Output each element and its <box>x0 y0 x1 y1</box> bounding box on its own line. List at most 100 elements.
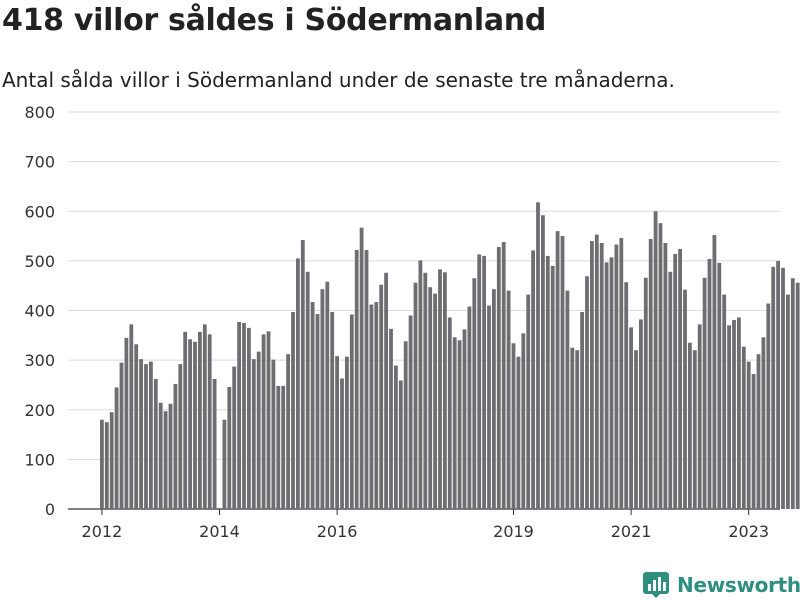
y-tick-label: 500 <box>24 252 55 271</box>
bar <box>139 359 143 509</box>
bar <box>163 411 168 509</box>
bar <box>286 354 290 509</box>
bar <box>104 422 109 509</box>
y-tick-label: 0 <box>45 500 55 519</box>
bar <box>541 215 545 509</box>
bar <box>492 289 496 509</box>
bar <box>300 240 305 509</box>
bar <box>683 289 687 509</box>
bar <box>129 324 134 509</box>
bar <box>673 253 678 509</box>
bar <box>624 282 629 509</box>
bar <box>183 331 188 509</box>
bar <box>237 321 241 509</box>
bar <box>100 419 104 509</box>
bar <box>408 315 413 509</box>
bar <box>114 387 119 509</box>
bar <box>629 327 633 509</box>
bar <box>423 272 428 509</box>
brand-name: Newsworthy <box>677 573 800 597</box>
y-tick-label: 300 <box>24 351 55 370</box>
bar <box>207 334 212 509</box>
bar <box>394 365 398 509</box>
bar <box>109 412 114 509</box>
bar <box>398 380 403 509</box>
y-tick-label: 700 <box>24 153 55 172</box>
x-tick-label: 2023 <box>728 522 769 541</box>
bar <box>697 324 702 509</box>
bar <box>349 314 354 509</box>
y-tick-label: 600 <box>24 202 55 221</box>
bar <box>144 364 148 509</box>
bar <box>560 236 565 509</box>
x-axis-ticks: 2012201420162019202120232025 <box>82 509 769 541</box>
bar <box>594 234 599 509</box>
x-tick-label: 2014 <box>199 522 240 541</box>
bar <box>173 383 178 509</box>
bar <box>227 386 232 509</box>
bar <box>247 327 251 509</box>
bar <box>418 260 423 509</box>
bar <box>570 347 575 509</box>
bar <box>134 344 139 509</box>
bar <box>658 223 663 509</box>
bar <box>741 346 746 509</box>
bar <box>256 351 261 509</box>
bar <box>501 242 506 509</box>
bar <box>688 342 692 509</box>
bar <box>585 276 589 509</box>
y-tick-label: 100 <box>24 450 55 469</box>
bar <box>766 303 771 509</box>
bar <box>212 378 217 509</box>
bar <box>692 350 697 509</box>
y-axis-ticks: 0 100 200 300 400 500 600 700 800 <box>24 103 55 519</box>
bar <box>281 385 286 509</box>
bar <box>707 258 712 509</box>
bar <box>178 364 183 509</box>
bar <box>732 319 736 509</box>
bar <box>202 324 207 509</box>
bar <box>124 337 129 509</box>
bar <box>575 350 580 509</box>
bar <box>330 311 335 509</box>
bar <box>443 272 447 509</box>
bar <box>634 350 638 509</box>
bar <box>462 329 467 509</box>
bar <box>648 239 653 510</box>
bar <box>555 231 560 509</box>
bar <box>354 249 359 509</box>
bar <box>438 269 442 509</box>
bar <box>761 337 766 509</box>
bar <box>722 294 727 509</box>
bar <box>271 359 276 509</box>
bar <box>756 354 761 509</box>
bar <box>266 331 271 509</box>
bar <box>590 241 594 509</box>
bar <box>158 402 163 509</box>
bar <box>565 290 570 509</box>
bar <box>786 294 790 509</box>
bar <box>119 362 124 509</box>
bar <box>335 356 339 509</box>
bars <box>100 202 800 510</box>
bar <box>413 282 418 509</box>
bar <box>482 255 486 509</box>
bar <box>472 278 477 509</box>
y-tick-label: 400 <box>24 302 55 321</box>
bar <box>619 238 624 510</box>
x-tick-label: 2016 <box>317 522 358 541</box>
bar <box>580 311 584 509</box>
bar <box>296 258 300 509</box>
bar <box>516 356 521 509</box>
x-tick-label: 2021 <box>611 522 652 541</box>
bar <box>379 284 384 509</box>
bar <box>781 267 785 509</box>
x-tick-label: 2012 <box>82 522 123 541</box>
bar <box>550 265 555 509</box>
bar <box>604 262 609 509</box>
bar <box>712 235 717 509</box>
brand: Newsworthy <box>643 569 800 601</box>
bar <box>727 325 731 509</box>
bar <box>614 244 619 509</box>
